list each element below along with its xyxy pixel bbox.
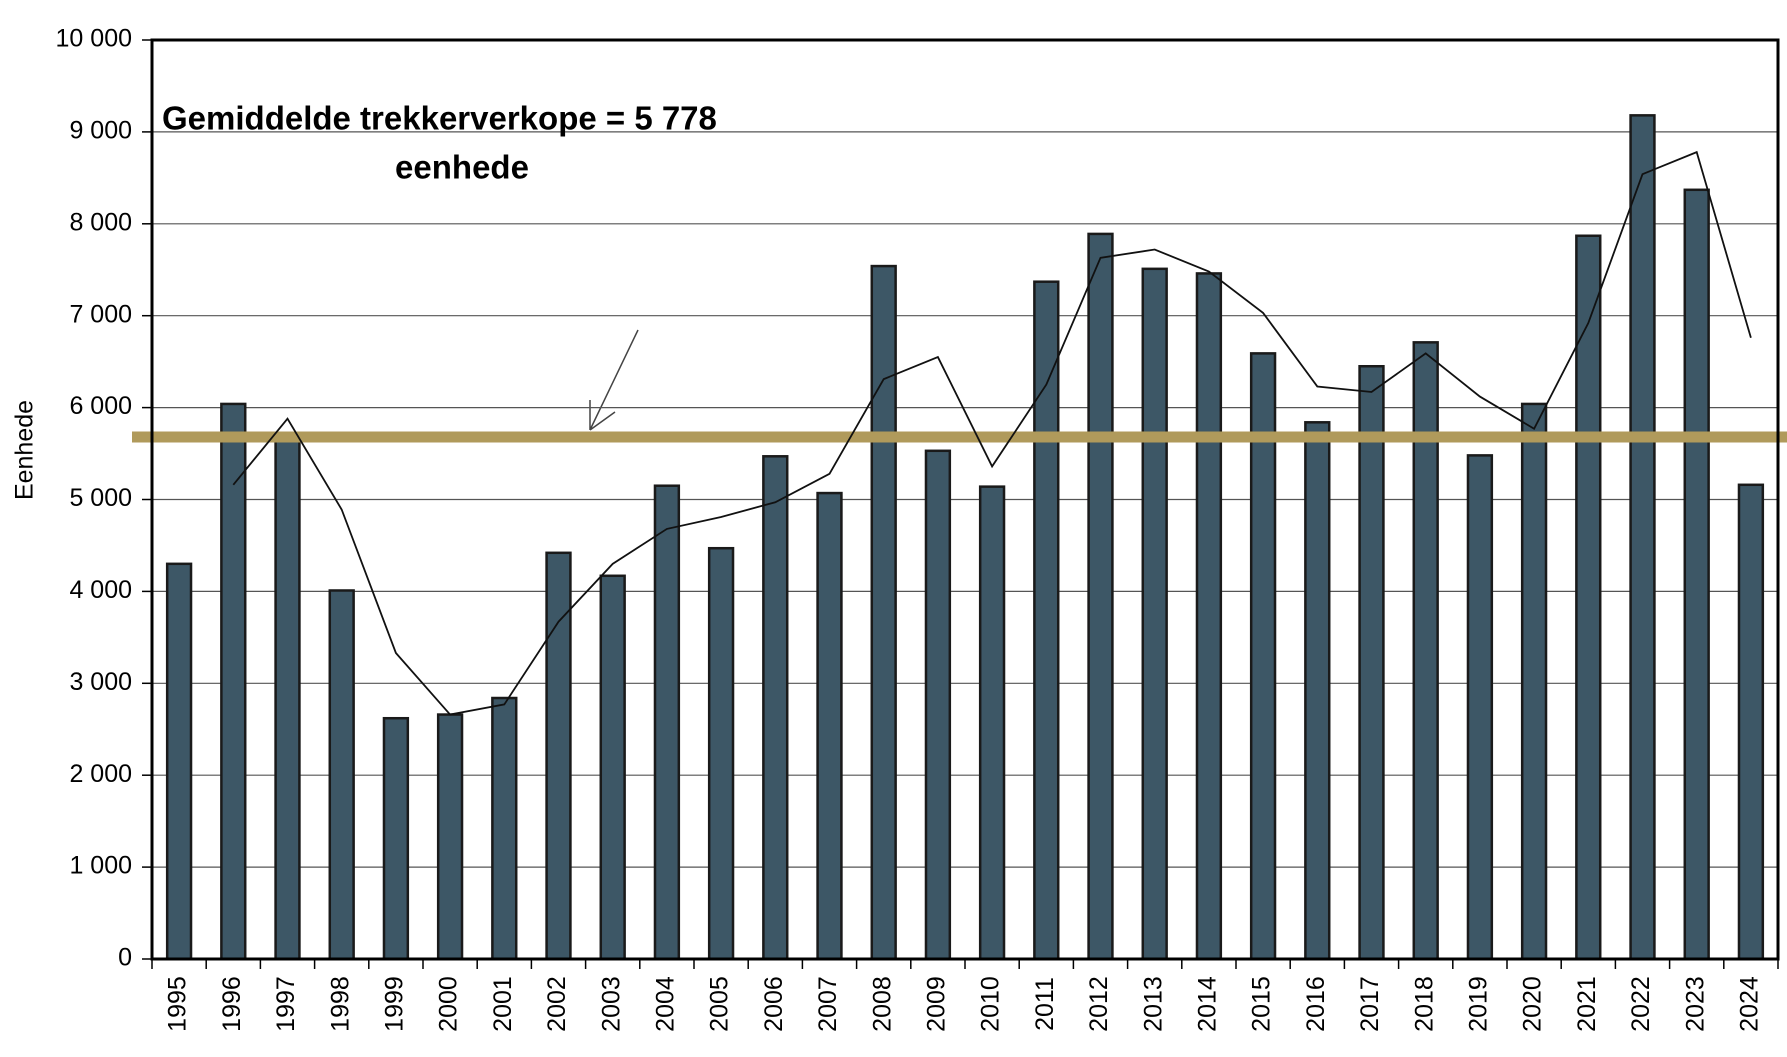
x-tick-label: 2008: [868, 976, 896, 1032]
bar: [870, 264, 897, 961]
bar: [1683, 188, 1710, 961]
bar: [1466, 454, 1494, 961]
y-axis-title: Eenhede: [11, 400, 39, 500]
bar: [924, 449, 952, 961]
x-tick-label: 2016: [1302, 976, 1330, 1032]
x-tick-label: 2023: [1681, 976, 1709, 1032]
y-tick-label: 2 000: [69, 760, 132, 788]
x-tick-label: 2014: [1194, 976, 1222, 1032]
bar: [1358, 364, 1385, 961]
x-tick-label: 2004: [652, 976, 680, 1032]
x-tick-label: 2024: [1736, 976, 1764, 1032]
bar: [1629, 114, 1656, 961]
x-tick-label: 2002: [543, 976, 571, 1032]
x-tick-label: 1996: [218, 976, 246, 1032]
x-tick-label: 2006: [760, 976, 788, 1032]
bar: [1737, 483, 1765, 961]
annotation: eenhede: [395, 149, 529, 186]
bar: [762, 455, 789, 961]
x-tick-label: 2018: [1410, 976, 1438, 1032]
arrow: [589, 329, 639, 431]
x-tick-label: 1997: [272, 976, 300, 1032]
bar: [165, 562, 193, 961]
bar: [220, 402, 247, 961]
x-tick-label: 2021: [1573, 976, 1601, 1032]
x-tick-label: 2020: [1519, 976, 1547, 1032]
bar: [436, 713, 464, 961]
x-tick-label: 2015: [1248, 976, 1276, 1032]
y-tick-label: 8 000: [69, 208, 132, 236]
trend-line: [232, 150, 1752, 716]
y-tick-label: 5 000: [69, 484, 132, 512]
x-tick-label: 2003: [597, 976, 625, 1032]
bar: [274, 436, 301, 961]
x-tick-label: 2007: [814, 976, 842, 1032]
plot-border: [150, 38, 1780, 961]
y-tick-label: 4 000: [69, 576, 132, 604]
x-tick-label: 2010: [977, 976, 1005, 1032]
x-tick-label: 2005: [706, 976, 734, 1032]
y-tick-label: 7 000: [69, 300, 132, 328]
bar: [707, 546, 735, 961]
x-tick-label: 2017: [1356, 976, 1384, 1032]
y-tick-label: 3 000: [69, 668, 132, 696]
x-tick-label: 2011: [1031, 977, 1059, 1031]
bar: [1520, 402, 1548, 961]
bar: [328, 589, 355, 961]
annotation: Gemiddelde trekkerverkope = 5 778: [162, 100, 717, 137]
x-tick-label: 1999: [381, 976, 409, 1032]
x-tick-label: 2013: [1139, 976, 1167, 1032]
bar: [978, 485, 1006, 961]
y-tick-label: 6 000: [69, 392, 132, 420]
y-tick-label: 0: [118, 944, 132, 972]
x-tick-label: 2009: [923, 976, 951, 1032]
bar: [816, 491, 843, 961]
bar: [1249, 352, 1277, 961]
x-tick-label: 2001: [489, 976, 517, 1032]
x-tick-label: 2022: [1627, 976, 1655, 1032]
bar: [382, 716, 410, 961]
x-tick-label: 1995: [164, 976, 192, 1032]
x-tick-label: 2019: [1465, 976, 1493, 1032]
bar: [1087, 232, 1114, 961]
y-tick-label: 1 000: [69, 852, 132, 880]
bar: [653, 484, 681, 961]
bar: [599, 574, 626, 961]
bar: [1141, 267, 1168, 961]
bar: [1195, 272, 1223, 961]
y-tick-label: 10 000: [56, 25, 132, 53]
x-tick-label: 1998: [326, 976, 354, 1032]
bar: [1575, 234, 1602, 961]
bar: [491, 696, 518, 961]
bar: [1304, 421, 1331, 961]
x-tick-label: 2000: [435, 976, 463, 1032]
y-tick-label: 9 000: [69, 117, 132, 145]
x-tick-label: 2012: [1085, 976, 1113, 1032]
